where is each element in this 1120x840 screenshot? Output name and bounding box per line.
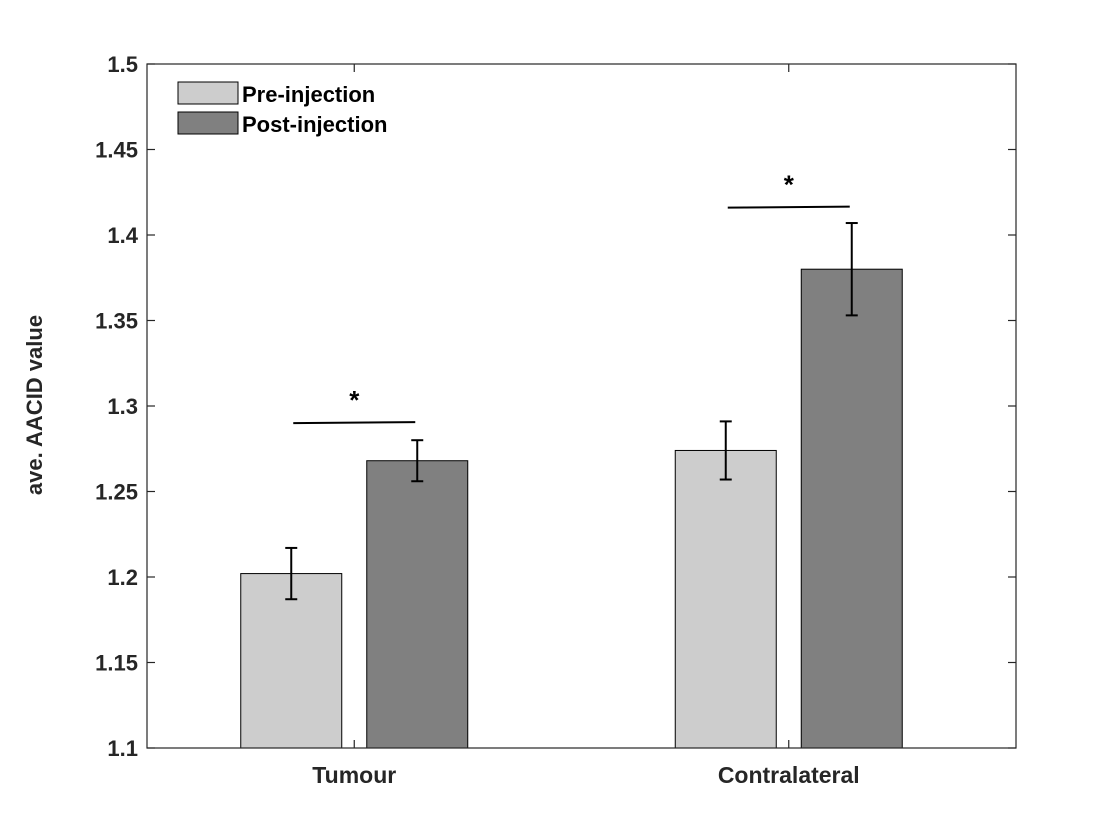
axes: 1.1 1.15 1.2 1.25 1.3 1.35 1.4 1.45 1.5 Tumour Con…: [95, 52, 1017, 788]
legend-swatch-post-injection: [177, 111, 239, 135]
y-tick-label: 1.3: [107, 394, 138, 419]
y-tick-label: 1.4: [107, 223, 138, 248]
legend-label-post-injection: Post-injection: [242, 112, 387, 137]
bar-contralateral-post-injection: [800, 268, 903, 749]
y-tick-label: 1.35: [95, 309, 138, 334]
legend: Pre-injection Post-injection: [177, 81, 387, 137]
y-tick-label: 1.15: [95, 651, 138, 676]
x-tick-label-contralateral: Contralateral: [718, 762, 860, 788]
significance-line-contralateral: [727, 205, 850, 209]
significance-star-contralateral: *: [784, 170, 795, 200]
y-tick-label: 1.1: [107, 736, 138, 761]
bar-tumour-pre-injection: [240, 573, 343, 749]
error-bars: [285, 222, 858, 601]
y-tick-label: 1.2: [107, 565, 138, 590]
y-tick-label: 1.45: [95, 138, 138, 163]
y-tick-label: 1.5: [107, 52, 138, 77]
bars: [240, 268, 903, 749]
legend-swatch-pre-injection: [177, 81, 239, 105]
bar-contralateral-pre-injection: [674, 449, 777, 749]
x-tick-label-tumour: Tumour: [312, 762, 396, 788]
significance-star-tumour: *: [349, 385, 360, 415]
bar-tumour-post-injection: [366, 460, 469, 749]
significance-markers: **: [293, 170, 850, 425]
y-axis-label: ave. AACID value: [22, 315, 47, 495]
y-tick-label: 1.25: [95, 480, 138, 505]
significance-line-tumour: [293, 421, 416, 425]
legend-label-pre-injection: Pre-injection: [242, 82, 375, 107]
